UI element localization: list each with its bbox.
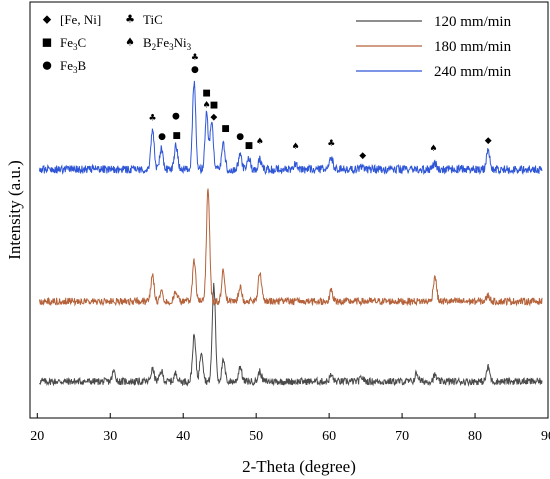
plot-lines: [39, 80, 543, 387]
phase-marker-spade: ♠: [256, 137, 264, 147]
series-line: [39, 80, 543, 176]
phase-legend-label: Fe3B: [60, 58, 87, 75]
phase-marker-diamond: ◆: [359, 151, 366, 161]
phase-marker-square: ■: [202, 88, 211, 98]
phase-marker-spade: ♠: [203, 100, 211, 110]
phase-marker-spade: ♠: [429, 144, 437, 154]
phase-legend-symbol-spade: ♠: [125, 36, 135, 49]
phase-marker-square: ■: [221, 124, 230, 134]
phase-legend-label: B2Fe3Ni3: [143, 35, 192, 52]
phase-marker-club: ♣: [149, 114, 157, 124]
phase-marker-circle: ●: [191, 65, 199, 75]
phase-legend-label: [Fe, Ni]: [60, 12, 101, 27]
phase-marker-circle: ●: [172, 112, 180, 122]
phase-marker-square: ■: [245, 141, 254, 151]
phase-legend: ◆ [Fe, Ni] ■ Fe3C ● Fe3B ♣ TiC ♠ B2Fe3Ni3: [42, 12, 192, 75]
phase-marker-square: ■: [210, 100, 219, 110]
series-legend: 120 mm/min 180 mm/min 240 mm/min: [356, 14, 512, 80]
phase-legend-label: Fe3C: [60, 35, 86, 52]
x-tick-label: 30: [103, 429, 117, 444]
legend-label: 240 mm/min: [434, 64, 512, 80]
phase-legend-symbol-circle: ●: [42, 59, 52, 72]
x-tick-label: 50: [249, 429, 263, 444]
phase-marker-square: ■: [172, 131, 181, 141]
phase-legend-symbol-club: ♣: [125, 13, 135, 26]
phase-marker-club: ♣: [191, 53, 199, 63]
x-axis-ticks: 20 30 40 50 60 70 80 90: [30, 413, 550, 444]
phase-marker-diamond: ◆: [485, 136, 492, 146]
x-tick-label: 70: [395, 429, 409, 444]
phase-marker-club: ♣: [327, 139, 335, 149]
series-line: [39, 188, 543, 307]
phase-marker-circle: ●: [236, 132, 244, 142]
phase-markers: ♣●●■♣●■♠■◆■●■ ♠♠ ♣◆♠◆: [149, 53, 492, 161]
x-tick-label: 80: [468, 429, 482, 444]
x-tick-label: 90: [541, 429, 550, 444]
series-line: [39, 282, 543, 387]
phase-legend-symbol-square: ■: [42, 36, 52, 49]
phase-marker-circle: ●: [158, 132, 166, 142]
plot-frame: [29, 1, 549, 419]
y-axis-title: Intensity (a.u.): [5, 160, 24, 260]
x-axis-title: 2-Theta (degree): [242, 457, 356, 476]
legend-label: 180 mm/min: [434, 39, 512, 55]
phase-marker-diamond: ◆: [210, 113, 217, 123]
x-tick-label: 20: [30, 429, 44, 444]
phase-marker-spade: ♠: [292, 142, 300, 152]
legend-label: 120 mm/min: [434, 14, 512, 30]
phase-legend-label: TiC: [143, 12, 163, 27]
x-tick-label: 40: [176, 429, 190, 444]
phase-legend-symbol-diamond: ◆: [43, 13, 52, 26]
x-tick-label: 60: [322, 429, 336, 444]
